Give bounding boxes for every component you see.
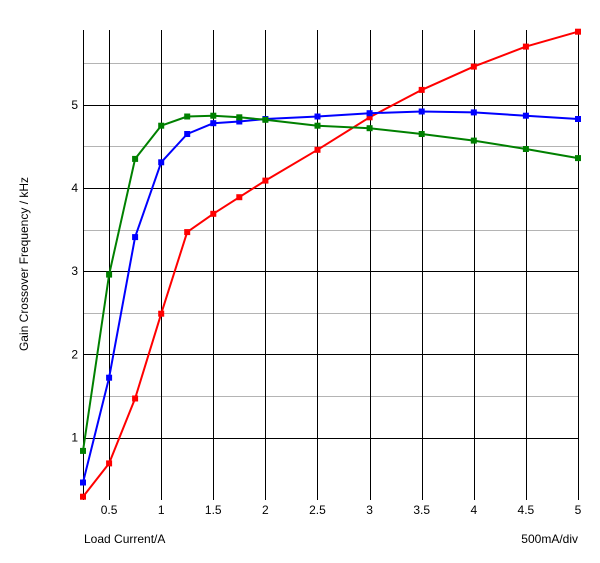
data-point [262, 177, 269, 184]
x-tick-label: 0.5 [101, 503, 118, 517]
data-point [522, 146, 529, 152]
data-point [236, 118, 243, 125]
series-line-2 [82, 110, 579, 483]
x-tick-label: 3 [366, 503, 373, 517]
data-point [184, 113, 191, 120]
data-point [158, 122, 165, 129]
y-tick-label: 4 [71, 181, 78, 195]
tick-labels: 0.5 1 1.5 2 2.5 3 3.5 4 4.5 5 1 2 3 4 5 [71, 98, 581, 517]
x-tick-label: 4.5 [518, 503, 535, 517]
y-axis-title: Gain Crossover Frequency / kHz [17, 177, 31, 351]
data-point [80, 447, 86, 454]
data-point [210, 112, 217, 119]
data-point [470, 137, 477, 144]
x-tick-label: 2.5 [309, 503, 326, 517]
x-tick-label: 3.5 [413, 503, 430, 517]
data-point [106, 271, 113, 278]
y-tick-label: 2 [71, 347, 78, 361]
data-point [314, 113, 321, 120]
data-point [132, 234, 139, 241]
data-point [158, 310, 165, 317]
data-point [132, 155, 139, 162]
data-point [262, 116, 269, 123]
series-line-1 [82, 30, 579, 498]
data-point [314, 146, 321, 153]
scale-note: 500mA/div [521, 532, 578, 546]
data-point [522, 43, 529, 50]
grid [83, 30, 579, 500]
data-point [132, 395, 139, 402]
data-point [418, 108, 425, 115]
x-tick-label: 1 [158, 503, 165, 517]
data-point [418, 86, 425, 93]
data-point [366, 114, 373, 121]
data-point [210, 120, 217, 127]
y-tick-label: 5 [71, 98, 78, 112]
data-point [80, 479, 86, 486]
x-tick-label: 1.5 [205, 503, 222, 517]
data-point [236, 194, 243, 201]
data-point [366, 110, 373, 117]
data-point [470, 109, 477, 116]
data-point [184, 131, 191, 137]
data-point [236, 114, 243, 121]
data-point [158, 159, 165, 166]
series-group [80, 28, 581, 500]
data-point [366, 125, 373, 132]
data-point [575, 28, 581, 35]
data-point [106, 460, 113, 467]
data-point [184, 229, 191, 236]
data-point [470, 63, 477, 70]
y-tick-label: 1 [71, 431, 78, 445]
x-tick-label: 2 [262, 503, 269, 517]
data-point [575, 155, 581, 162]
x-tick-label: 4 [470, 503, 477, 517]
data-point [522, 112, 529, 119]
y-tick-label: 3 [71, 264, 78, 278]
x-axis-title: Load Current/A [84, 532, 165, 546]
data-point [210, 210, 217, 217]
series-line-3 [82, 114, 579, 452]
data-point [80, 493, 86, 500]
data-point [418, 131, 425, 137]
x-tick-label: 5 [575, 503, 582, 517]
data-point [575, 116, 581, 122]
data-point [106, 374, 113, 381]
data-point [314, 122, 321, 129]
